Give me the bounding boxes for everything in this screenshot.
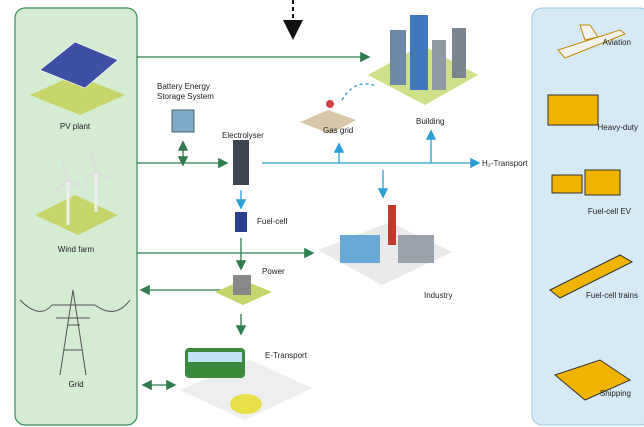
electrolyser-icon — [233, 140, 249, 185]
chimney — [388, 205, 396, 245]
truck — [585, 170, 620, 195]
truck — [548, 95, 598, 125]
plant — [233, 275, 251, 295]
power-label: Power — [262, 267, 285, 276]
fuel-cell-icon — [235, 212, 247, 232]
plant — [398, 235, 434, 263]
wind-label: Wind farm — [58, 245, 95, 254]
car — [230, 394, 262, 414]
electrolyser-label: Electrolyser — [222, 131, 264, 140]
gas-grid-label: Gas grid — [323, 126, 353, 135]
page: {"sources": {"pv_plant": "PV plant", "wi… — [0, 0, 644, 427]
diagram: PV plant Wind farm Grid Battery Energy S… — [0, 0, 644, 427]
van — [552, 175, 582, 193]
tower — [410, 15, 428, 90]
industry-label: Industry — [424, 291, 452, 300]
building — [340, 235, 380, 263]
power-icon — [215, 275, 272, 305]
e-transport-label: E-Transport — [265, 351, 308, 360]
h2-transport-label: H₂-Transport — [482, 159, 528, 168]
transport-label: Aviation — [603, 38, 631, 47]
building-label: Building — [416, 117, 444, 126]
transport-panel — [532, 8, 644, 425]
battery-label: Storage System — [157, 92, 214, 101]
transport-label: Fuel-cell EV — [588, 207, 632, 216]
battery-label: Battery Energy — [157, 82, 210, 91]
transport-label: Shipping — [600, 389, 631, 398]
tower — [432, 40, 446, 90]
pv-label: PV plant — [60, 122, 91, 131]
tower — [390, 30, 406, 85]
industry-icon — [318, 205, 452, 285]
bus-windows — [188, 352, 242, 362]
transport-label: Heavy-duty — [598, 123, 638, 132]
valve — [326, 100, 334, 108]
transport-label: Fuel-cell trains — [586, 291, 638, 300]
grid-label: Grid — [68, 380, 83, 389]
dashed-link — [342, 84, 376, 100]
hydrogen-flows — [241, 84, 478, 207]
battery-icon — [172, 110, 194, 132]
power-flows — [137, 57, 368, 385]
building-icon — [368, 15, 478, 105]
tower — [452, 28, 466, 78]
fuel-cell-label: Fuel-cell — [257, 217, 287, 226]
